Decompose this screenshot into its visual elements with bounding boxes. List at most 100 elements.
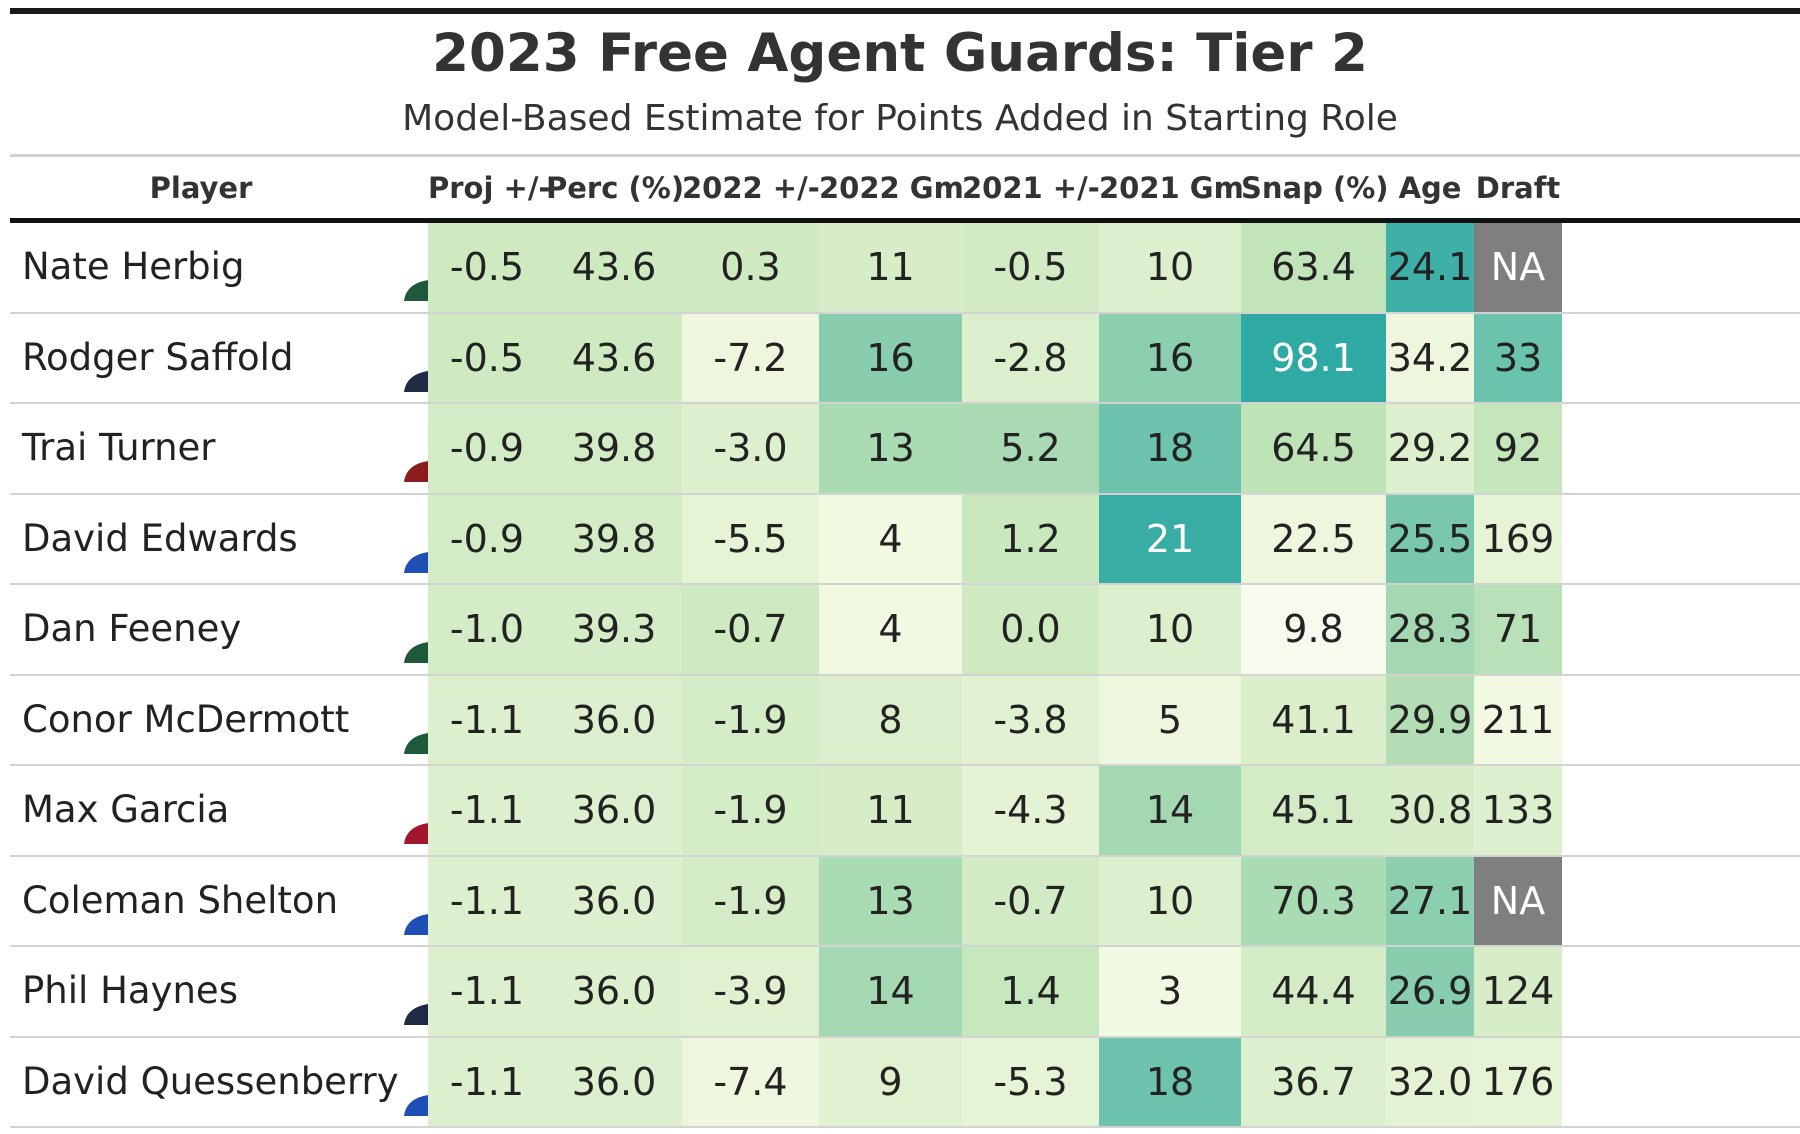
cell-2022-pm: -1.9	[682, 766, 819, 855]
cell-draft: 133	[1474, 766, 1562, 855]
cell-age: 30.8	[1386, 766, 1474, 855]
table-title: 2023 Free Agent Guards: Tier 2	[432, 23, 1368, 84]
cell-perc: 36.0	[546, 1037, 682, 1126]
cell-2021-gm: 5	[1099, 675, 1241, 764]
cell-2022-pm: -3.0	[682, 404, 819, 493]
cell-age: 24.1	[1386, 223, 1474, 312]
cell-proj: -0.9	[428, 404, 546, 493]
cell-proj: -1.0	[428, 585, 546, 674]
cell-age: 29.2	[1386, 404, 1474, 493]
cell-draft: NA	[1474, 856, 1562, 945]
cell-2022-gm: 11	[819, 766, 962, 855]
cell-perc: 39.3	[546, 585, 682, 674]
cell-snap: 98.1	[1241, 313, 1386, 402]
column-header-2021-gm[interactable]: 2021 Gm	[1099, 171, 1244, 205]
table-row[interactable]: Phil Haynes -1.1 36.0 -3.9 14 1.4 3 44.4 26.9 124	[10, 947, 1800, 1038]
cell-2021-pm: -2.8	[962, 313, 1099, 402]
cell-2021-pm: -4.3	[962, 766, 1099, 855]
cell-proj: -1.1	[428, 675, 546, 764]
cell-draft: 211	[1474, 675, 1562, 764]
cell-proj: -0.5	[428, 313, 546, 402]
cell-proj: -0.9	[428, 494, 546, 583]
column-header-perc[interactable]: Perc (%)	[546, 171, 685, 205]
cell-2021-gm: 10	[1099, 856, 1241, 945]
cell-snap: 36.7	[1241, 1037, 1386, 1126]
column-header-age[interactable]: Age	[1398, 171, 1462, 205]
table-body: Nate Herbig -0.5 43.6 0.3 11 -0.5 10 63.4 24.1 NA…	[10, 223, 1800, 1128]
cell-2022-gm: 4	[819, 585, 962, 674]
table-row[interactable]: Trai Turner -0.9 39.8 -3.0 13 5.2 18 64.5 29.2 92	[10, 404, 1800, 495]
table-row[interactable]: Max Garcia -1.1 36.0 -1.9 11 -4.3 14 45.1 30.8 13…	[10, 766, 1800, 857]
cell-snap: 9.8	[1241, 585, 1386, 674]
table-row[interactable]: Conor McDermott -1.1 36.0 -1.9 8 -3.8 5 41.1 29.…	[10, 675, 1800, 766]
cell-snap: 45.1	[1241, 766, 1386, 855]
column-header-row: Player Proj +/- Perc (%) 2022 +/- 2022 G…	[0, 158, 1800, 218]
cell-draft: 92	[1474, 404, 1562, 493]
player-name: Dan Feeney	[22, 607, 242, 650]
cell-2022-pm: -7.2	[682, 313, 819, 402]
table-row[interactable]: David Quessenberry -1.1 36.0 -7.4 9 -5.3 18 36.…	[10, 1037, 1800, 1128]
cell-draft: 33	[1474, 313, 1562, 402]
cell-proj: -0.5	[428, 223, 546, 312]
cell-2022-gm: 4	[819, 494, 962, 583]
cell-2021-pm: 5.2	[962, 404, 1099, 493]
cell-2022-gm: 14	[819, 947, 962, 1036]
player-name: David Edwards	[22, 516, 298, 560]
cell-draft: 71	[1474, 585, 1562, 674]
cell-2022-pm: -1.9	[682, 856, 819, 945]
cell-2022-gm: 9	[819, 1037, 962, 1126]
table-row[interactable]: David Edwards -0.9 39.8 -5.5 4 1.2 21 22.5 25.5 1…	[10, 494, 1800, 585]
cell-snap: 22.5	[1241, 494, 1386, 583]
cell-age: 34.2	[1386, 313, 1474, 402]
cell-age: 25.5	[1386, 494, 1474, 583]
table-row[interactable]: Coleman Shelton -1.1 36.0 -1.9 13 -0.7 10 70.3 2…	[10, 856, 1800, 947]
player-name: David Quessenberry	[22, 1059, 399, 1103]
player-name: Conor McDermott	[22, 697, 350, 741]
cell-snap: 41.1	[1241, 675, 1386, 764]
cell-snap: 70.3	[1241, 856, 1386, 945]
column-header-2022-pm[interactable]: 2022 +/-	[682, 171, 820, 205]
cell-age: 26.9	[1386, 947, 1474, 1036]
column-header-2022-gm[interactable]: 2022 Gm	[819, 171, 964, 205]
column-header-player[interactable]: Player	[149, 171, 253, 205]
column-header-draft[interactable]: Draft	[1475, 171, 1561, 205]
player-name: Phil Haynes	[22, 969, 238, 1012]
title-divider	[10, 154, 1800, 157]
cell-draft: 176	[1474, 1037, 1562, 1126]
cell-2021-pm: -5.3	[962, 1037, 1099, 1126]
cell-2021-pm: 0.0	[962, 585, 1099, 674]
table-row[interactable]: Dan Feeney -1.0 39.3 -0.7 4 0.0 10 9.8 28.3 71	[10, 585, 1800, 676]
cell-perc: 36.0	[546, 766, 682, 855]
cell-2022-gm: 13	[819, 856, 962, 945]
cell-age: 28.3	[1386, 585, 1474, 674]
cell-2021-gm: 14	[1099, 766, 1241, 855]
column-header-2021-pm[interactable]: 2021 +/-	[962, 171, 1100, 205]
player-name: Nate Herbig	[22, 245, 245, 288]
player-name: Rodger Saffold	[22, 335, 294, 379]
cell-proj: -1.1	[428, 856, 546, 945]
cell-2021-gm: 16	[1099, 313, 1241, 402]
top-rule	[10, 8, 1800, 14]
cell-perc: 43.6	[546, 223, 682, 312]
table-row[interactable]: Rodger Saffold -0.5 43.6 -7.2 16 -2.8 16 98.1 34…	[10, 313, 1800, 404]
cell-2021-gm: 21	[1099, 494, 1241, 583]
cell-draft: NA	[1474, 223, 1562, 312]
cell-perc: 36.0	[546, 947, 682, 1036]
table-row[interactable]: Nate Herbig -0.5 43.6 0.3 11 -0.5 10 63.4 24.1 NA	[10, 223, 1800, 314]
cell-2022-pm: -7.4	[682, 1037, 819, 1126]
cell-2021-pm: -0.7	[962, 856, 1099, 945]
column-header-snap[interactable]: Snap (%)	[1241, 171, 1389, 205]
cell-2021-pm: 1.2	[962, 494, 1099, 583]
cell-2021-pm: -0.5	[962, 223, 1099, 312]
column-header-proj[interactable]: Proj +/-	[428, 171, 551, 205]
cell-2021-gm: 18	[1099, 404, 1241, 493]
cell-2021-gm: 10	[1099, 585, 1241, 674]
cell-snap: 64.5	[1241, 404, 1386, 493]
cell-2022-pm: 0.3	[682, 223, 819, 312]
player-name: Trai Turner	[22, 426, 216, 469]
cell-age: 27.1	[1386, 856, 1474, 945]
cell-perc: 43.6	[546, 313, 682, 402]
player-name: Max Garcia	[22, 788, 230, 831]
cell-2021-pm: 1.4	[962, 947, 1099, 1036]
cell-2022-pm: -0.7	[682, 585, 819, 674]
